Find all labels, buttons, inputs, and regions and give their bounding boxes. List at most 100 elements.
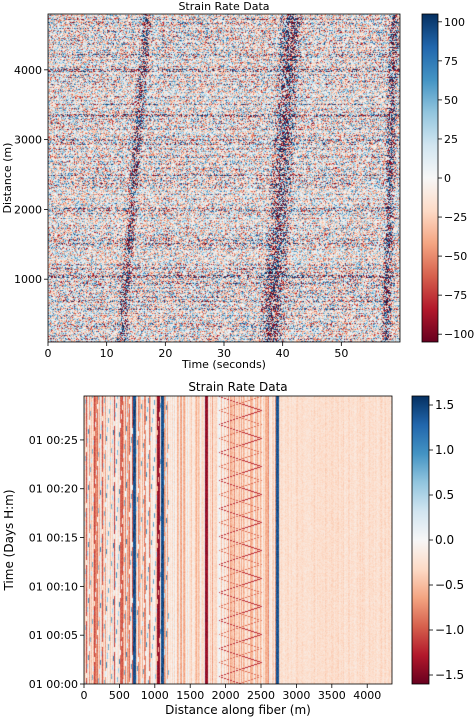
chart2-x-tick: 2500 (247, 684, 275, 702)
chart1-x-tick-label: 10 (100, 347, 114, 360)
chart2-x-tick: 3500 (318, 684, 346, 702)
chart1-y-tick: 3000 (14, 134, 48, 147)
chart-2: Strain Rate Data 0 500 1000 1500 2000 2500 300… (2, 380, 464, 717)
chart2-y-tick-label: 01 00:00 (29, 678, 78, 691)
chart1-colorbar (421, 13, 439, 343)
chart2-y-tick: 01 00:05 (29, 629, 84, 642)
chart2-x-tick-label: 0 (81, 689, 88, 702)
chart1-y-tick-label: 1000 (14, 273, 42, 286)
chart1-y-tick: 4000 (14, 64, 48, 77)
chart2-colorbar-tick: −0.5 (429, 578, 464, 592)
chart2-colorbar-tick: 1.0 (429, 443, 454, 457)
chart1-colorbar-tick: 75 (438, 55, 458, 68)
chart2-y-tick: 01 00:15 (29, 532, 84, 545)
chart2-colorbar-tick-label: −1.0 (435, 623, 464, 637)
chart1-colorbar-tick-label: 50 (444, 94, 458, 107)
chart1-ylabel: Distance (m) (1, 143, 14, 214)
chart1-colorbar-tick-label: 0 (444, 172, 451, 185)
chart2-colorbar-tick: 0.0 (429, 533, 454, 547)
chart2-x-tick-label: 2500 (247, 689, 275, 702)
chart2-x-tick: 500 (109, 684, 130, 702)
chart2-x-tick: 3000 (282, 684, 310, 702)
chart2-colorbar-tick-label: 1.5 (435, 398, 454, 412)
chart2-ylabel: Time (Days H:m) (2, 489, 16, 591)
chart1-colorbar-tick: 25 (438, 133, 458, 146)
chart1-x-tick: 40 (276, 342, 290, 360)
chart2-y-tick-label: 01 00:20 (29, 483, 78, 496)
chart2-heatmap-image (84, 396, 392, 684)
chart1-colorbar-tick: −75 (438, 289, 467, 302)
chart2-x-tick: 1000 (141, 684, 169, 702)
chart1-x-tick: 0 (45, 342, 52, 360)
chart1-colorbar-tick-label: −25 (444, 211, 467, 224)
chart1-x-ticks: 0 10 20 30 40 50 (45, 342, 348, 360)
chart1-heatmap (48, 14, 400, 342)
chart2-y-tick: 01 00:20 (29, 483, 84, 496)
chart1-colorbar-tick-label: −50 (444, 250, 467, 263)
chart1-x-tick: 30 (217, 342, 231, 360)
chart1-y-tick-label: 2000 (14, 203, 42, 216)
chart1-colorbar-tick-label: 75 (444, 55, 458, 68)
chart1-y-ticks: 1000 2000 3000 4000 (14, 64, 48, 286)
chart2-y-ticks: 01 00:00 01 00:05 01 00:10 01 00:15 01 00:20… (29, 434, 84, 691)
chart1-colorbar-tick-label: 100 (444, 16, 465, 29)
chart1-x-tick-label: 30 (217, 347, 231, 360)
chart2-x-tick: 1500 (176, 684, 204, 702)
chart1-colorbar-tick: −50 (438, 250, 467, 263)
chart2-colorbar-tick: −1.5 (429, 668, 464, 682)
chart2-x-tick: 0 (81, 684, 88, 702)
chart2-colorbar-tick-label: −1.5 (435, 668, 464, 682)
chart1-y-tick: 1000 (14, 273, 48, 286)
chart1-colorbar-tick: 50 (438, 94, 458, 107)
chart2-y-tick: 01 00:25 (29, 434, 84, 447)
chart1-x-tick-label: 40 (276, 347, 290, 360)
chart1-colorbar-ticks: 100 75 50 25 0 −25 −50 −75 −100 (438, 16, 474, 341)
chart1-x-tick: 20 (158, 342, 172, 360)
chart1-title: Strain Rate Data (178, 0, 269, 13)
chart2-x-tick-label: 1000 (141, 689, 169, 702)
chart1-x-tick-label: 50 (334, 347, 348, 360)
chart2-colorbar-tick-label: −0.5 (435, 578, 464, 592)
chart1-colorbar-tick: −25 (438, 211, 467, 224)
chart2-xlabel: Distance along fiber (m) (165, 703, 311, 717)
chart2-colorbar (411, 395, 430, 685)
chart1-colorbar-tick: 0 (438, 172, 451, 185)
chart1-x-tick-label: 0 (45, 347, 52, 360)
chart2-colorbar-tick-label: 0.0 (435, 533, 454, 547)
chart-1: Strain Rate Data 0 10 20 30 40 50 10002000300… (1, 0, 474, 371)
chart2-x-ticks: 0 500 1000 1500 2000 2500 3000 3500 4000 (81, 684, 381, 702)
chart1-colorbar-tick: −100 (438, 328, 474, 341)
chart1-colorbar-tick: 100 (438, 16, 465, 29)
chart2-x-tick-label: 1500 (176, 689, 204, 702)
chart2-x-tick-label: 3000 (282, 689, 310, 702)
chart2-y-tick-label: 01 00:10 (29, 580, 78, 593)
chart2-title: Strain Rate Data (188, 380, 287, 394)
chart2-y-tick: 01 00:10 (29, 580, 84, 593)
chart1-xlabel: Time (seconds) (181, 358, 266, 371)
chart1-colorbar-tick-label: 25 (444, 133, 458, 146)
chart2-colorbar-tick-label: 0.5 (435, 488, 454, 502)
chart2-plot-frame (83, 395, 393, 685)
chart1-heatmap-image (48, 14, 400, 342)
chart2-x-tick-label: 500 (109, 689, 130, 702)
chart2-colorbar-tick-label: 1.0 (435, 443, 454, 457)
chart2-heatmap (84, 396, 392, 684)
chart2-colorbar-tick: 0.5 (429, 488, 454, 502)
chart2-x-tick-label: 4000 (353, 689, 381, 702)
chart2-x-tick-label: 3500 (318, 689, 346, 702)
chart2-y-tick-label: 01 00:25 (29, 434, 78, 447)
chart1-x-tick: 10 (100, 342, 114, 360)
chart2-colorbar-ticks: 1.5 1.0 0.5 0.0 −0.5 −1.0 −1.5 (429, 398, 464, 682)
chart2-x-tick: 2000 (212, 684, 240, 702)
chart2-colorbar-tick: 1.5 (429, 398, 454, 412)
chart2-y-tick: 01 00:00 (29, 678, 84, 691)
chart1-y-tick-label: 3000 (14, 134, 42, 147)
chart2-y-tick-label: 01 00:15 (29, 532, 78, 545)
chart2-y-tick-label: 01 00:05 (29, 629, 78, 642)
chart1-x-tick: 50 (334, 342, 348, 360)
chart2-x-tick-label: 2000 (212, 689, 240, 702)
chart2-x-tick: 4000 (353, 684, 381, 702)
chart1-colorbar-tick-label: −100 (444, 328, 474, 341)
chart1-y-tick: 2000 (14, 203, 48, 216)
